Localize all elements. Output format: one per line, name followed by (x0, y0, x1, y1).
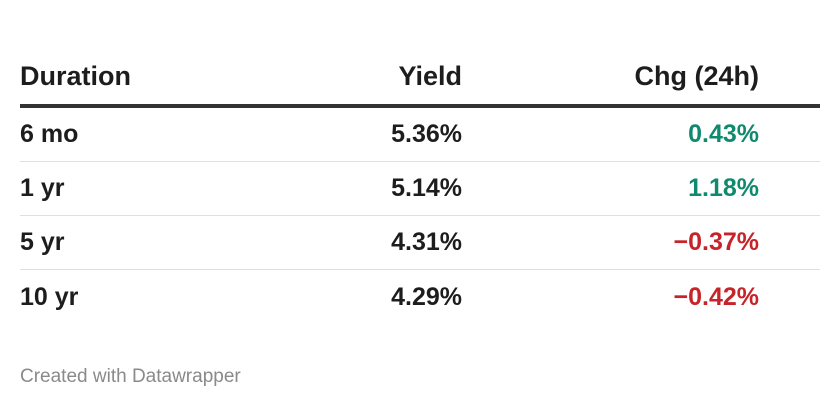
yield-cell: 4.29% (391, 282, 462, 311)
header-change: Chg (24h) (634, 60, 760, 91)
duration-cell: 5 yr (20, 228, 65, 256)
yield-cell: 4.31% (391, 228, 462, 256)
table-row: 10 yr 4.29% −0.42% (20, 270, 820, 324)
table-row: 5 yr 4.31% −0.37% (20, 216, 820, 270)
yield-cell: 5.36% (391, 120, 462, 148)
table-row: 1 yr 5.14% 1.18% (20, 162, 820, 216)
table-header-row: Duration Yield Chg (24h) (20, 48, 820, 108)
change-cell: −0.42% (673, 282, 760, 311)
duration-cell: 1 yr (20, 174, 65, 202)
change-cell: 1.18% (688, 174, 759, 202)
duration-cell: 10 yr (20, 282, 79, 311)
header-duration: Duration (20, 60, 131, 91)
datawrapper-credit: Created with Datawrapper (20, 366, 241, 387)
yield-cell: 5.14% (391, 174, 462, 202)
change-cell: 0.43% (688, 120, 759, 148)
header-yield: Yield (398, 60, 462, 91)
table-row: 6 mo 5.36% 0.43% (20, 108, 820, 162)
change-cell: −0.37% (673, 228, 760, 256)
duration-cell: 6 mo (20, 120, 79, 148)
yield-table: Duration Yield Chg (24h) 6 mo 5.36% 0.43… (20, 48, 820, 324)
